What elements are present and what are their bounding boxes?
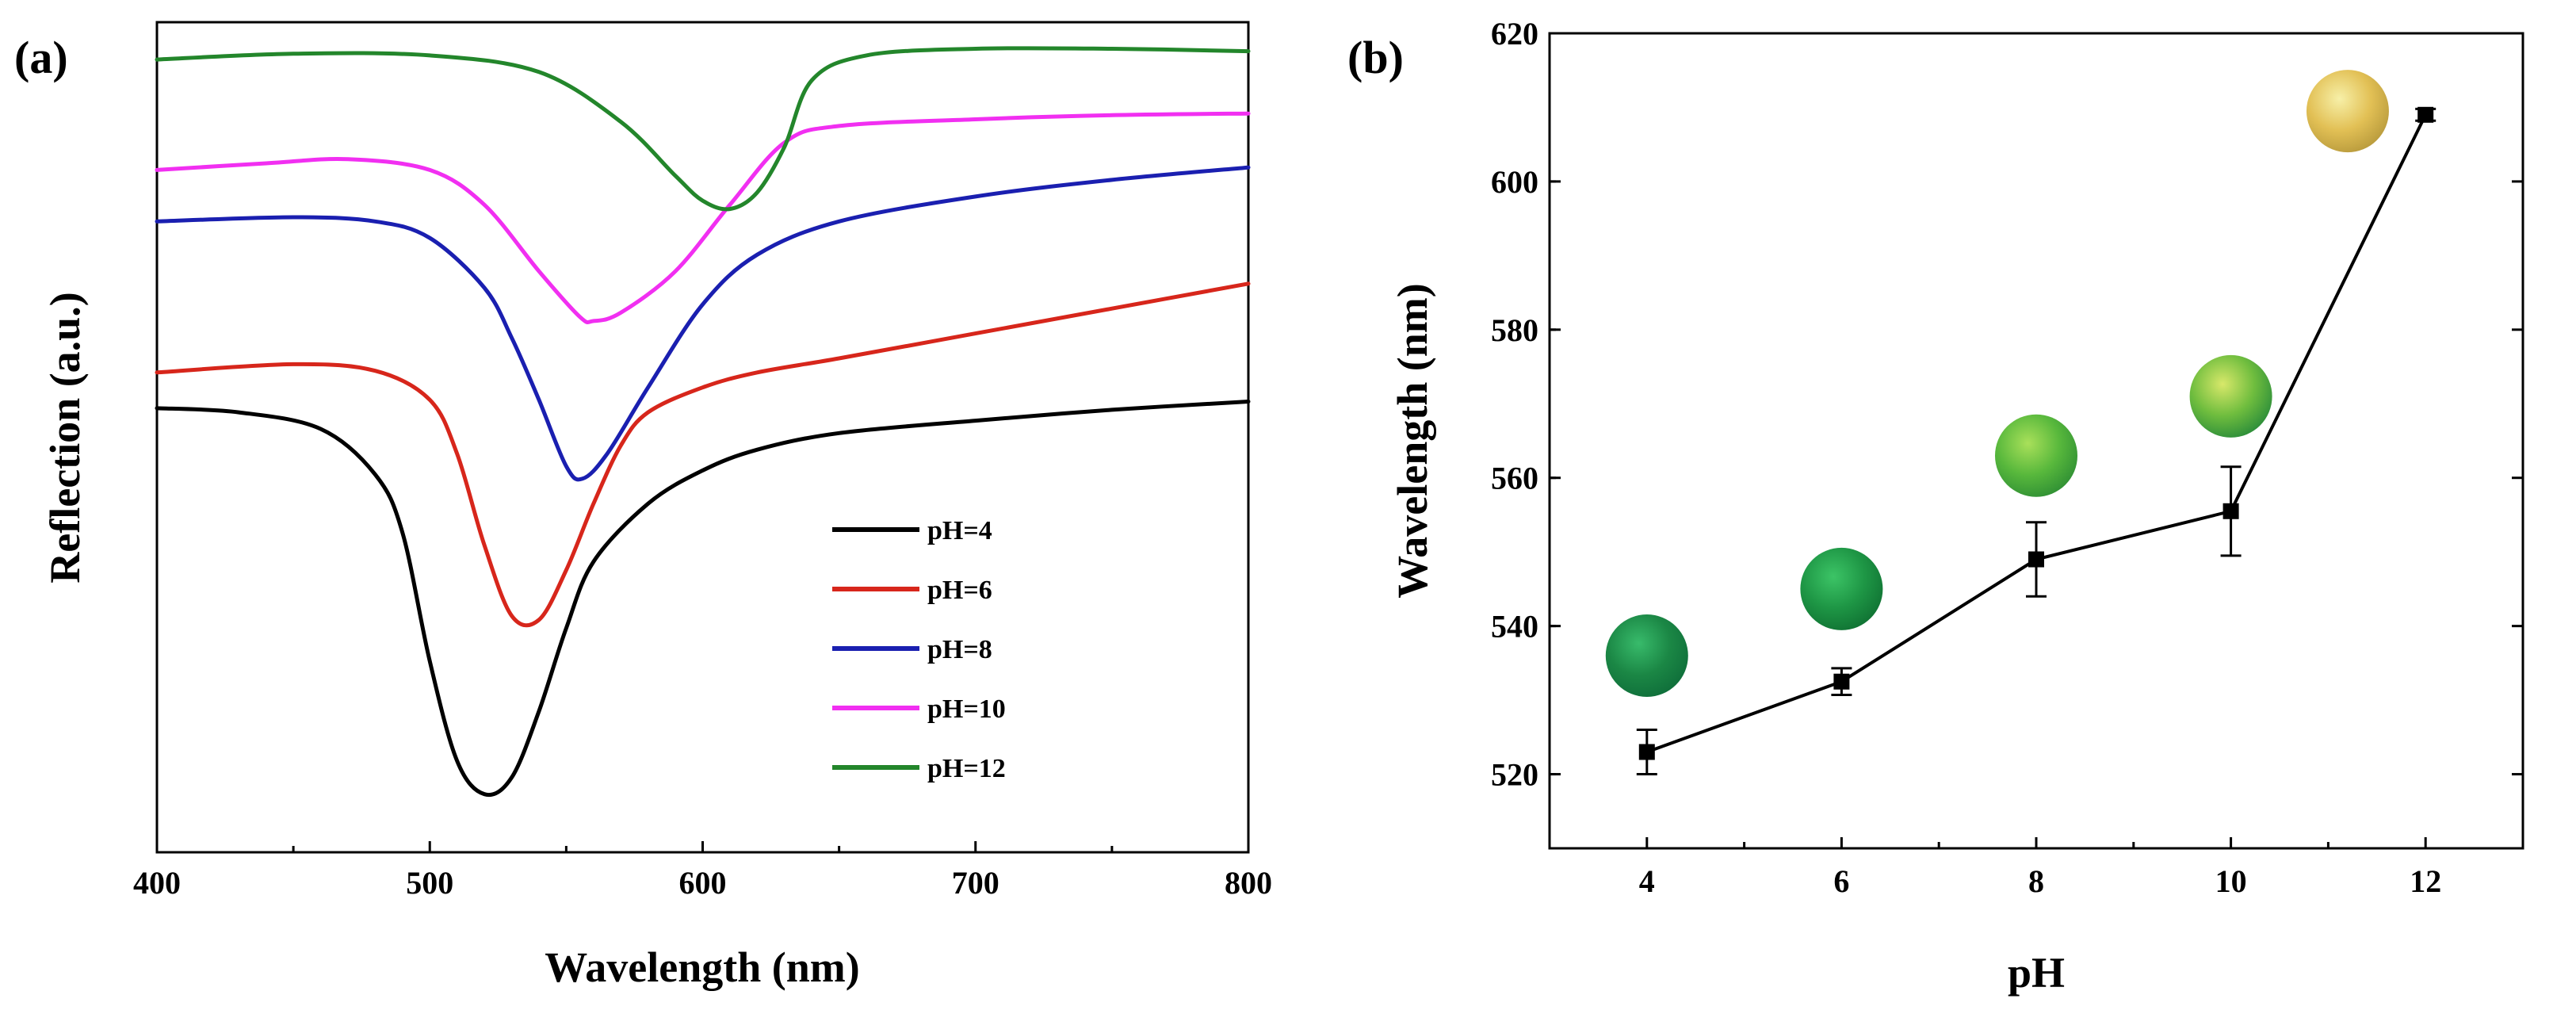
panel-b: (b) 4 6 8 10 12 520 540 560 580 600 620 pH Wavelen… — [1347, 16, 2524, 997]
series-line-ph-4 — [155, 400, 1251, 798]
panel-a-frame — [155, 21, 1250, 854]
panel-b-y-tick-label: 540 — [1491, 609, 1538, 645]
series-line-ph-10 — [155, 111, 1251, 325]
panel-b-axes: 4 6 8 10 12 520 540 560 580 600 620 — [1491, 16, 2524, 899]
data-point-ph-10 — [2222, 503, 2239, 519]
panel-b-x-tick-label: 6 — [1833, 863, 1849, 899]
panel-b-y-tick-label: 560 — [1491, 461, 1538, 496]
panel-b-y-tick-label: 600 — [1491, 164, 1538, 200]
legend-label: pH=6 — [927, 576, 992, 605]
legend-label: pH=12 — [927, 754, 1006, 783]
legend-label: pH=4 — [927, 516, 992, 545]
panel-a-y-axis-label: Reflection (a.u.) — [41, 292, 89, 583]
panel-a-x-tick-label: 400 — [133, 865, 181, 901]
panel-a-x-axis-label: Wavelength (nm) — [545, 943, 860, 991]
series-line-ph-6 — [155, 281, 1251, 628]
panel-a-x-tick-label: 800 — [1225, 865, 1272, 901]
data-point-ph-4 — [1638, 744, 1655, 760]
panel-b-x-tick-label: 4 — [1639, 863, 1655, 899]
panel-b-film-photos — [1605, 70, 2389, 698]
data-point-ph-12 — [2417, 106, 2434, 123]
panel-a-x-axis: 400 500 600 700 800 — [133, 841, 1272, 901]
film-photo-pH12 — [2306, 70, 2389, 153]
panel-a-x-tick-label: 500 — [406, 865, 453, 901]
panel-a-plot-lines — [155, 46, 1251, 798]
film-photo-pH8 — [1995, 414, 2077, 497]
legend-label: pH=8 — [927, 635, 992, 664]
panel-a-x-tick-label: 600 — [679, 865, 727, 901]
film-photo-pH4 — [1605, 614, 1688, 698]
panel-b-x-tick-label: 8 — [2028, 863, 2044, 899]
data-point-ph-6 — [1833, 673, 1850, 690]
series-line-ph-12 — [155, 46, 1251, 212]
panel-a: (a) 400 500 600 700 800 Wavelength (nm) Refl… — [14, 21, 1272, 991]
panel-a-legend: pH=4 pH=6 pH=8 pH=10 pH=12 — [832, 516, 1006, 783]
legend-label: pH=10 — [927, 694, 1006, 724]
panel-b-x-axis-label: pH — [2008, 949, 2065, 997]
panel-a-label: (a) — [14, 32, 68, 83]
data-point-ph-8 — [2028, 551, 2044, 568]
panel-b-y-axis-label: Wavelength (nm) — [1389, 283, 1436, 599]
panel-b-y-tick-label: 580 — [1491, 312, 1538, 348]
panel-b-label: (b) — [1347, 32, 1404, 83]
panel-b-x-tick-label: 12 — [2410, 863, 2441, 899]
film-photo-pH10 — [2189, 354, 2272, 438]
panel-b-y-tick-label: 520 — [1491, 757, 1538, 793]
panel-b-data — [1636, 106, 2436, 776]
panel-a-x-tick-label: 700 — [952, 865, 999, 901]
film-photo-pH6 — [1800, 547, 1883, 630]
series-line-ph-8 — [155, 165, 1251, 482]
panel-b-x-tick-label: 10 — [2215, 863, 2247, 899]
panel-b-y-tick-label: 620 — [1491, 16, 1538, 52]
